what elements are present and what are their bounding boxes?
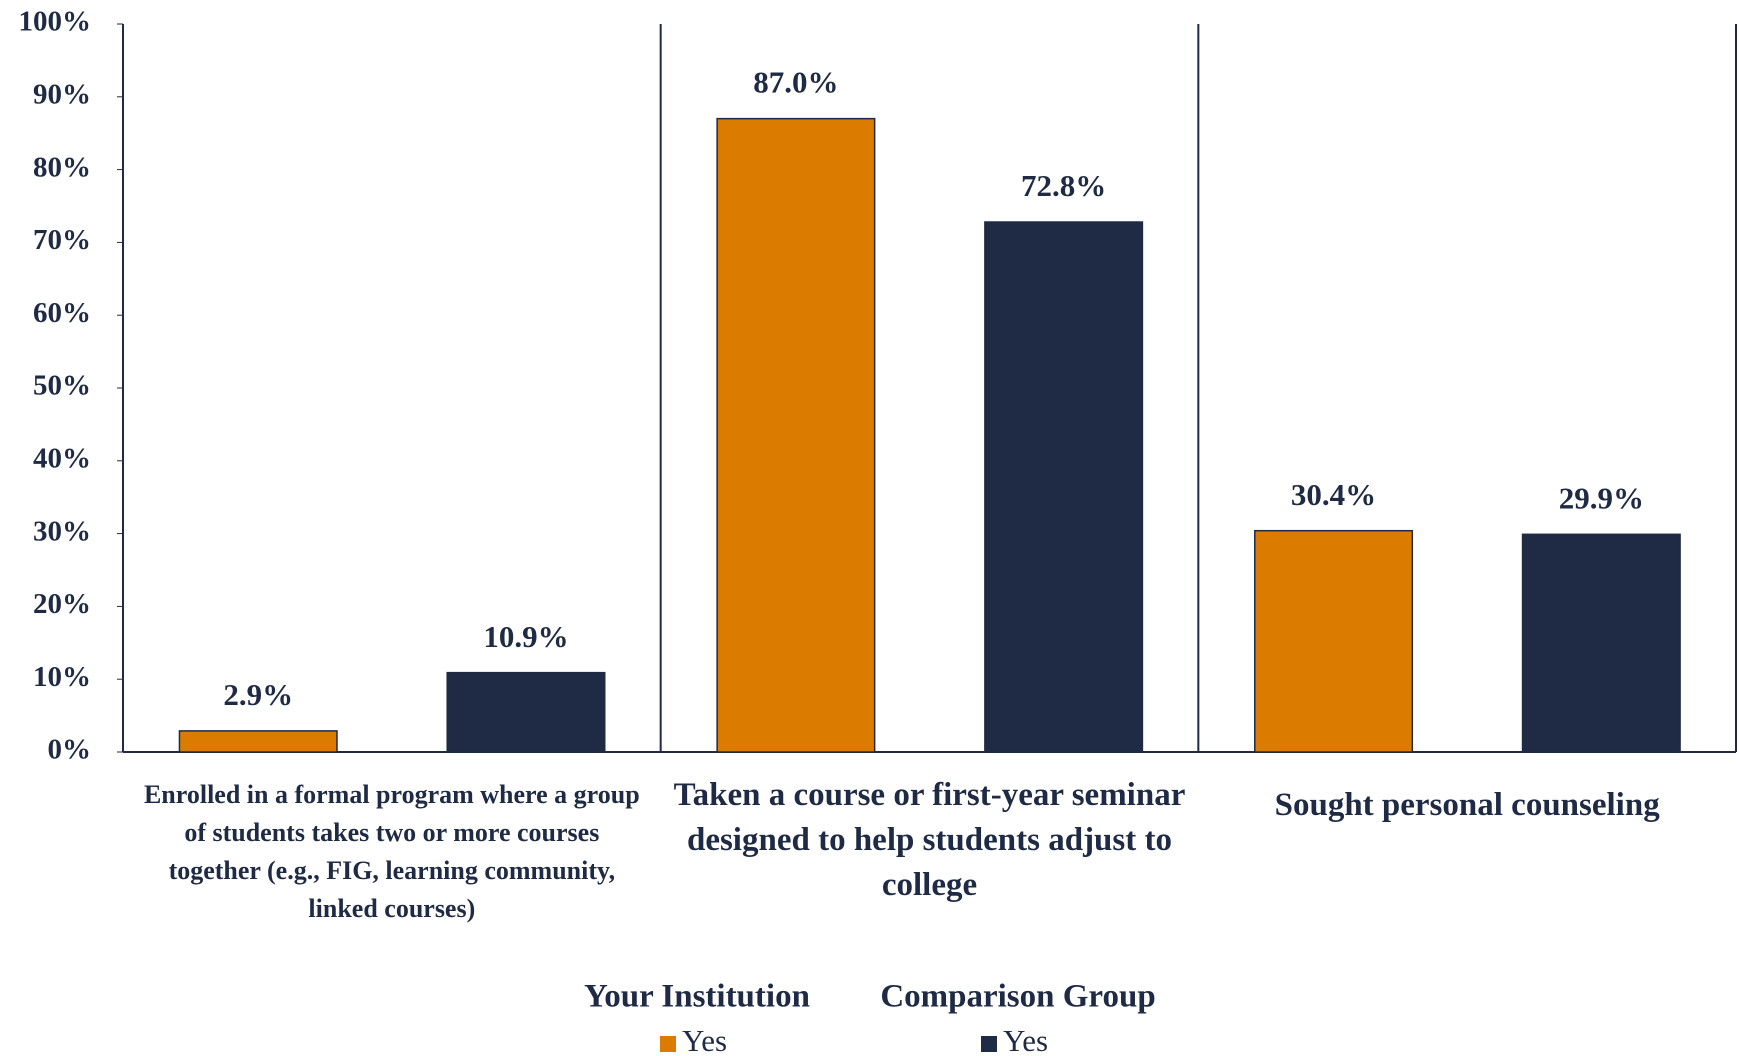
y-tick-label: 90% <box>33 78 91 110</box>
y-tick-label: 50% <box>33 370 91 402</box>
bar <box>1254 529 1414 753</box>
data-label: 29.9% <box>1559 480 1644 515</box>
data-label: 87.0% <box>753 65 838 100</box>
x-tick-label: Taken a course or first-year seminar des… <box>673 777 1186 903</box>
y-tick-label: 20% <box>33 588 91 620</box>
y-tick-label: 30% <box>33 515 91 547</box>
x-tick-label: Sought personal counseling <box>1274 787 1660 823</box>
bar <box>716 117 876 753</box>
legend-label: Yes <box>682 1023 727 1056</box>
data-label: 10.9% <box>483 619 568 654</box>
legend-group-title: Comparison Group <box>880 979 1155 1015</box>
data-label: 72.8% <box>1021 168 1106 203</box>
x-tick-label: Enrolled in a formal program where a gro… <box>143 780 640 923</box>
legend-swatch <box>981 1036 997 1052</box>
legend-group-title: Your Institution <box>584 979 810 1015</box>
bar <box>1521 533 1681 753</box>
data-label: 30.4% <box>1291 477 1376 512</box>
bar <box>178 730 338 753</box>
bar <box>446 671 606 753</box>
y-tick-label: 0% <box>48 734 92 766</box>
legend-label: Yes <box>1003 1023 1048 1056</box>
data-label: 2.9% <box>223 677 293 712</box>
y-tick-label: 70% <box>33 224 91 256</box>
bar <box>984 221 1144 753</box>
y-tick-label: 100% <box>19 6 92 38</box>
legend-swatch <box>660 1036 676 1052</box>
y-tick-label: 40% <box>33 442 91 474</box>
y-tick-label: 60% <box>33 297 91 329</box>
y-tick-label: 80% <box>33 151 91 183</box>
y-tick-label: 10% <box>33 661 91 693</box>
